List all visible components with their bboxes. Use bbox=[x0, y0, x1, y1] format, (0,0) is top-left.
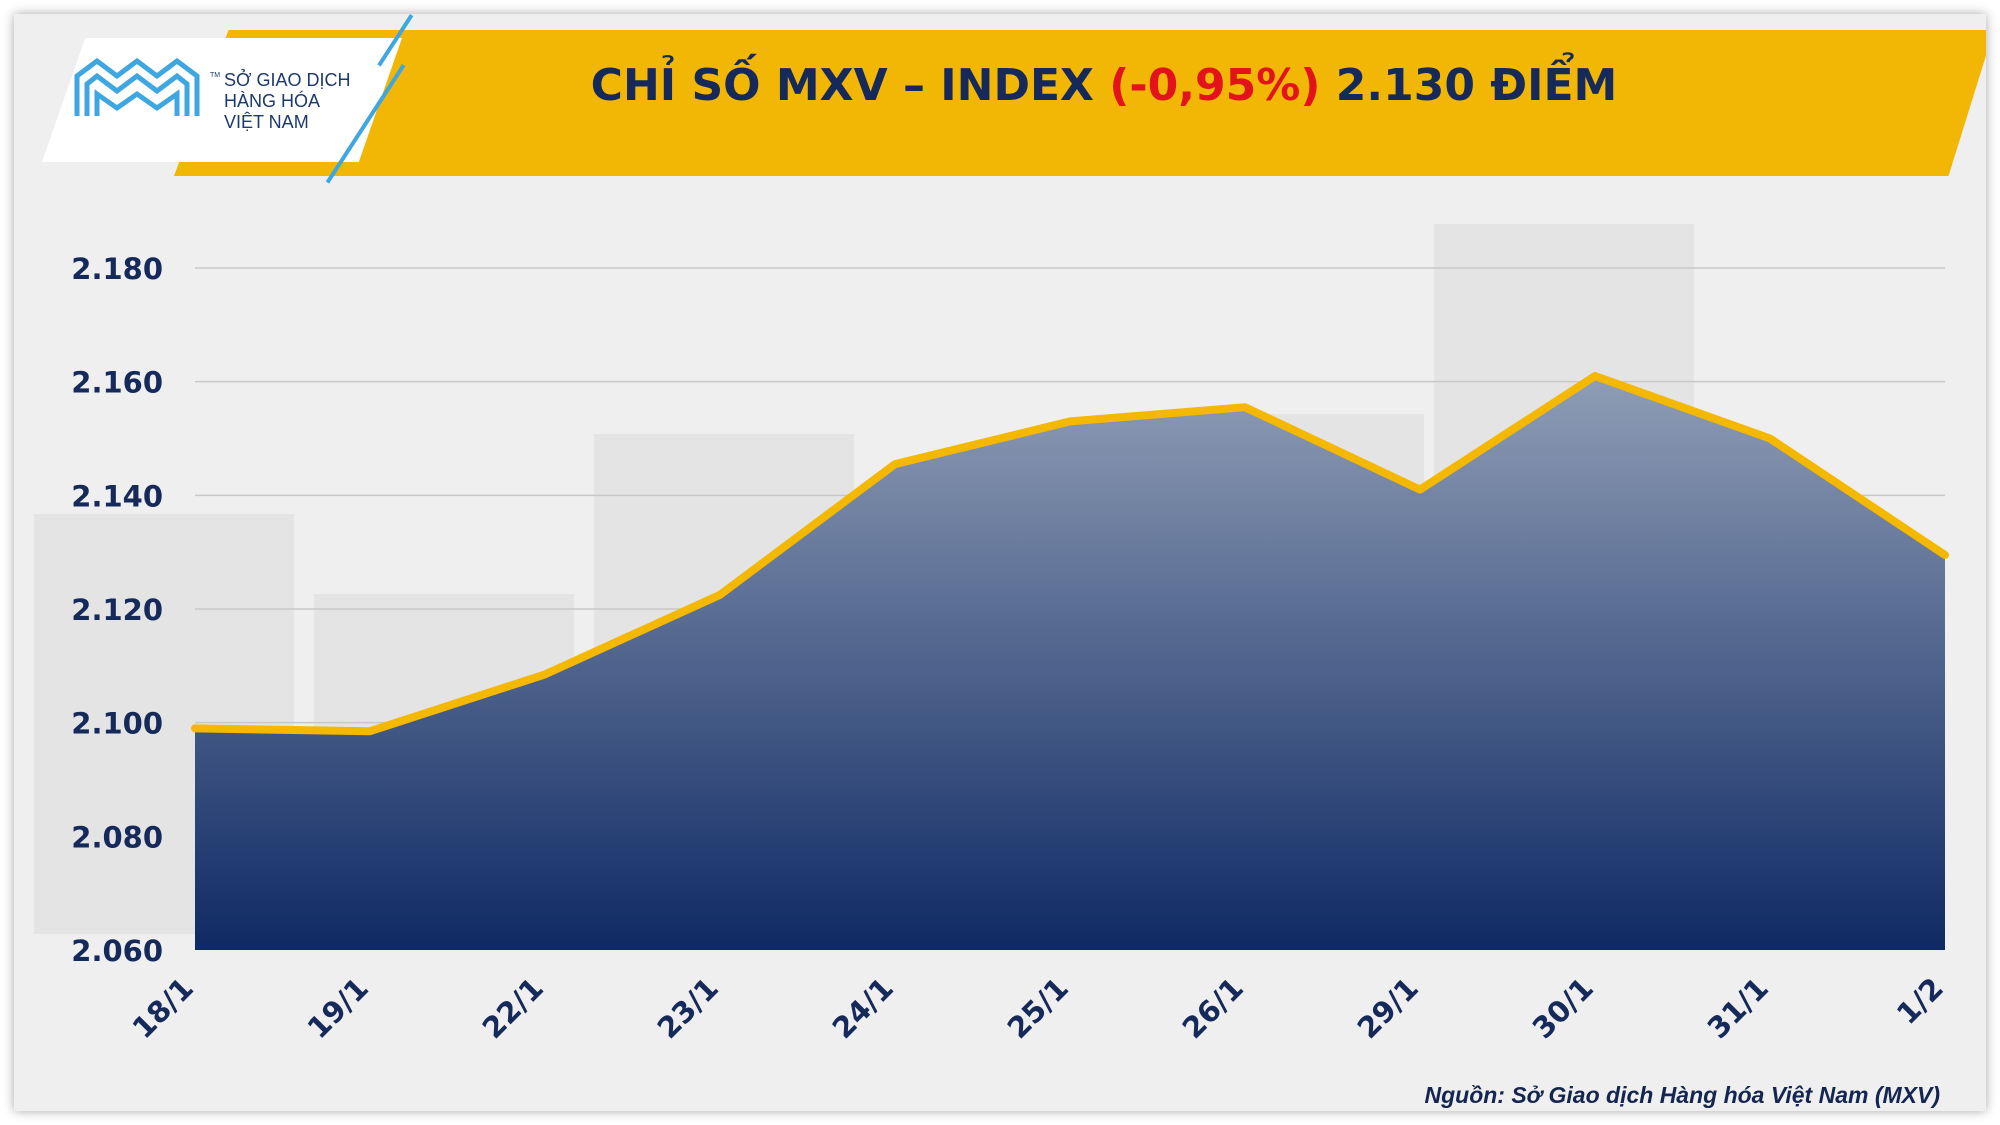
y-tick-label: 2.080 bbox=[71, 820, 163, 854]
x-tick-label: 18/1 bbox=[126, 971, 200, 1045]
data-point-19-1 bbox=[369, 730, 371, 733]
x-tick-label: 22/1 bbox=[476, 971, 550, 1045]
data-point-30-1 bbox=[1594, 374, 1596, 377]
x-tick-label: 1/2 bbox=[1890, 971, 1950, 1031]
area-fill bbox=[195, 376, 1945, 950]
y-tick-label: 2.180 bbox=[71, 252, 163, 286]
brand-name-line2: HÀNG HÓA bbox=[224, 91, 321, 111]
title-banner bbox=[174, 30, 1986, 176]
data-point-24-1 bbox=[894, 463, 896, 466]
title-suffix: 2.130 ĐIỂM bbox=[1320, 60, 1618, 111]
x-tick-label: 29/1 bbox=[1351, 971, 1425, 1045]
x-tick-label: 31/1 bbox=[1701, 971, 1775, 1045]
title-prefix: CHỈ SỐ MXV – INDEX bbox=[590, 60, 1110, 111]
x-tick-label: 19/1 bbox=[301, 971, 375, 1045]
chart-title: CHỈ SỐ MXV – INDEX (-0,95%) 2.130 ĐIỂM bbox=[314, 60, 1894, 111]
x-tick-label: 24/1 bbox=[826, 971, 900, 1045]
y-tick-label: 2.060 bbox=[71, 934, 163, 968]
data-point-22-1 bbox=[544, 673, 546, 676]
logo-icon bbox=[74, 57, 200, 116]
x-tick-label: 26/1 bbox=[1176, 971, 1250, 1045]
brand-name-line3: VIỆT NAM bbox=[224, 112, 309, 132]
data-point-23-1 bbox=[719, 593, 721, 596]
x-tick-label: 30/1 bbox=[1526, 971, 1600, 1045]
data-point-1-2 bbox=[1944, 554, 1946, 557]
x-tick-label: 25/1 bbox=[1001, 971, 1075, 1045]
data-point-26-1 bbox=[1244, 406, 1246, 409]
brand-name: SỞ GIAO DỊCH HÀNG HÓA VIỆT NAM bbox=[224, 70, 350, 133]
y-tick-label: 2.120 bbox=[71, 593, 163, 627]
source-note: Nguồn: Sở Giao dịch Hàng hóa Việt Nam (M… bbox=[1424, 1082, 1940, 1108]
title-change-percent: (-0,95%) bbox=[1109, 60, 1321, 111]
y-tick-label: 2.160 bbox=[71, 366, 163, 400]
brand-name-line1: SỞ GIAO DỊCH bbox=[224, 70, 351, 90]
y-tick-label: 2.140 bbox=[71, 479, 163, 513]
data-point-29-1 bbox=[1419, 488, 1421, 491]
trademark: TM bbox=[210, 72, 221, 79]
data-point-31-1 bbox=[1769, 437, 1771, 440]
y-tick-label: 2.100 bbox=[71, 707, 163, 741]
x-tick-label: 23/1 bbox=[651, 971, 725, 1045]
data-point-18-1 bbox=[194, 727, 196, 730]
data-point-25-1 bbox=[1069, 420, 1071, 423]
